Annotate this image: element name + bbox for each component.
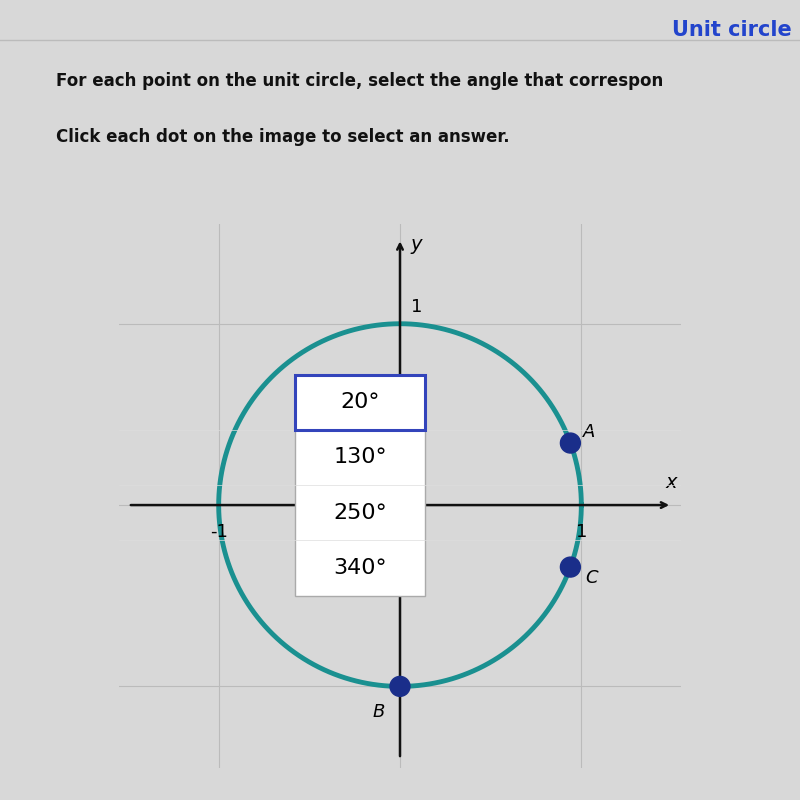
Text: 1: 1 [411, 298, 422, 317]
Text: C: C [585, 569, 598, 587]
Text: For each point on the unit circle, select the angle that correspon: For each point on the unit circle, selec… [56, 72, 663, 90]
Text: B: B [373, 702, 385, 721]
Text: Unit circle: Unit circle [672, 20, 792, 40]
Circle shape [561, 433, 580, 453]
Text: 130°: 130° [334, 447, 387, 467]
Text: A: A [583, 423, 595, 441]
Text: 20°: 20° [340, 392, 380, 412]
Bar [295, 374, 426, 430]
Text: 1: 1 [576, 523, 587, 541]
Circle shape [390, 677, 410, 696]
Text: 250°: 250° [334, 502, 387, 522]
Bar [295, 374, 426, 596]
Text: 340°: 340° [334, 558, 387, 578]
Text: y: y [411, 235, 422, 254]
Circle shape [561, 557, 580, 577]
Text: -1: -1 [210, 523, 228, 541]
Text: x: x [666, 474, 678, 492]
Text: Click each dot on the image to select an answer.: Click each dot on the image to select an… [56, 128, 510, 146]
